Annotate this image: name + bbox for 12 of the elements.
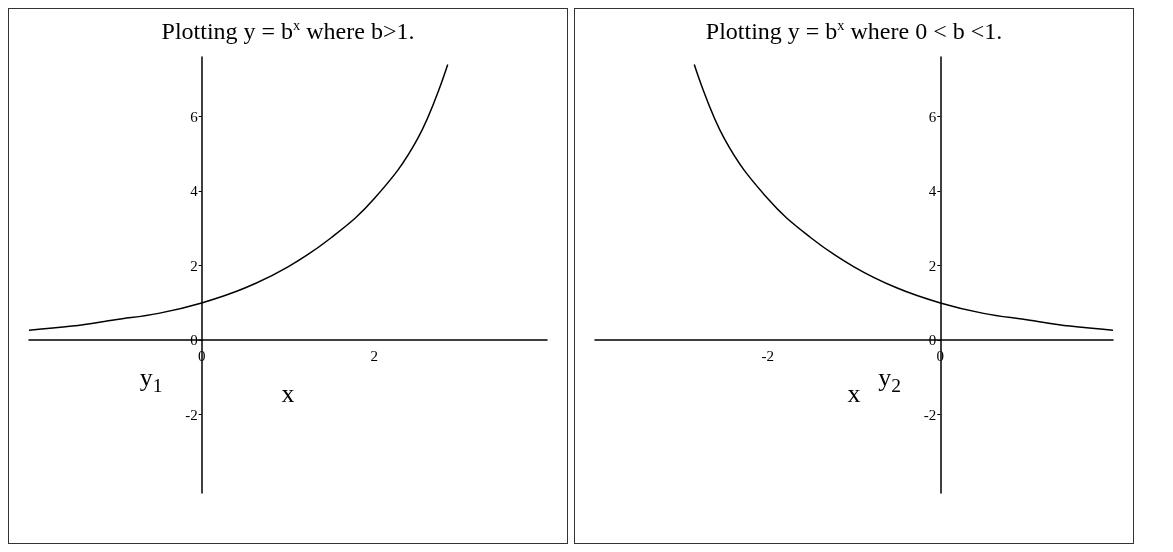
x-tick-label: -2 [761, 347, 774, 364]
x-tick-label: 2 [370, 347, 379, 364]
y-tick-label: 6 [190, 108, 199, 125]
y-tick-label: 4 [190, 183, 199, 200]
x-axis-title: x [847, 378, 861, 408]
y-tick-label: 6 [928, 108, 937, 125]
y-tick-label: 2 [190, 257, 198, 274]
x-axis-title: x [281, 378, 295, 408]
y-tick-label: -2 [185, 406, 198, 423]
y-tick-label: -2 [923, 406, 937, 423]
y-tick-label: 4 [928, 183, 937, 200]
y-tick-label: 2 [928, 257, 937, 274]
